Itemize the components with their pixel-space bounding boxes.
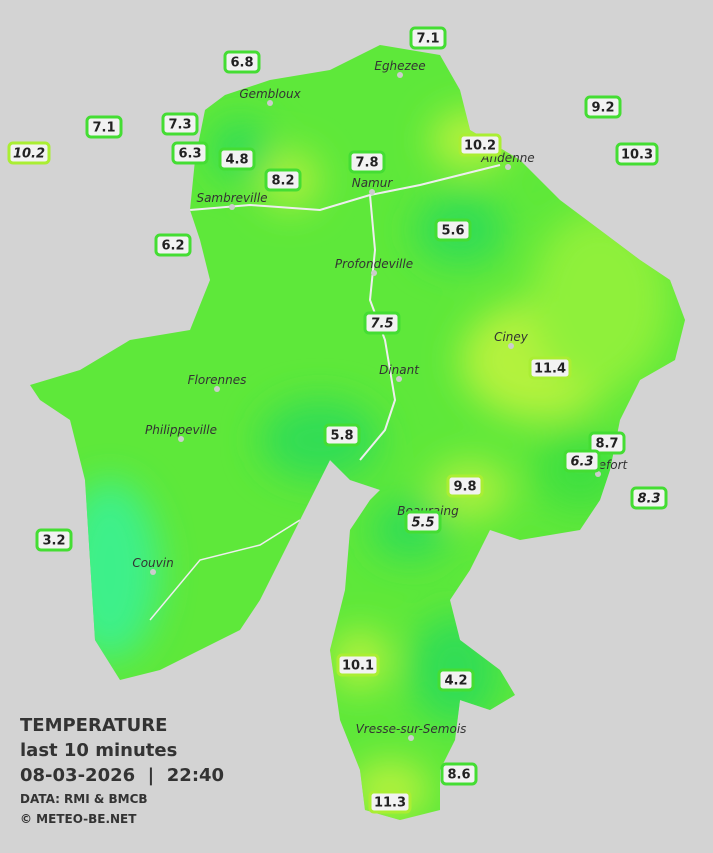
city-name: Profondeville [335, 257, 413, 271]
station-box [85, 115, 123, 139]
station-box [218, 147, 256, 171]
station-value: 3.2 [42, 534, 65, 549]
station-value: 10.3 [621, 148, 653, 163]
station-value: 10.2 [464, 139, 496, 154]
station-box [323, 423, 361, 447]
station-box [171, 141, 209, 165]
river [359, 194, 397, 461]
station-box [446, 474, 484, 498]
city-name: Vresse-sur-Semois [356, 722, 467, 736]
city-dot [150, 569, 156, 575]
station-box [615, 142, 659, 166]
legend-source: DATA: RMI & BMCB [20, 792, 148, 806]
station-box [458, 133, 502, 157]
station-box [336, 653, 380, 677]
station-value: 5.8 [330, 429, 353, 444]
station-value: 7.1 [92, 121, 115, 136]
city-dot [371, 270, 377, 276]
legend: TEMPERATURE last 10 minutes 08-03-2026 |… [20, 715, 224, 826]
station-box [154, 233, 192, 257]
river [149, 519, 301, 621]
station-box [588, 431, 626, 455]
station-box [437, 668, 475, 692]
city-name: Couvin [132, 556, 173, 570]
station-value: 11.4 [534, 362, 566, 377]
city-name: Ciney [494, 330, 529, 344]
legend-credit: © METEO-BE.NET [20, 812, 137, 826]
station-box [35, 528, 73, 552]
station-value: 8.3 [637, 492, 660, 507]
city-dot [397, 72, 403, 78]
legend-subtitle: last 10 minutes [20, 740, 177, 761]
station-value: 9.2 [591, 101, 614, 116]
station-value: 4.2 [444, 674, 467, 689]
station-value: 6.3 [178, 147, 201, 162]
station-value: 8.7 [595, 437, 618, 452]
station-box [264, 168, 302, 192]
station-box [223, 50, 261, 74]
city-dot [408, 735, 414, 741]
station-box [563, 449, 601, 473]
station-box [348, 150, 386, 174]
station-box [409, 26, 447, 50]
station-box [363, 311, 401, 335]
city-dot [369, 189, 375, 195]
station-value: 4.8 [225, 153, 248, 168]
station-value: 6.8 [230, 56, 253, 71]
city-dot [396, 376, 402, 382]
city-dot [267, 100, 273, 106]
station-box [368, 790, 412, 814]
station-box [440, 762, 478, 786]
station-box [528, 356, 572, 380]
city-dot [505, 164, 511, 170]
city-dot [595, 471, 601, 477]
station-box [404, 510, 442, 534]
station-value: 7.1 [416, 32, 439, 47]
station-box [7, 141, 51, 165]
station-value: 10.2 [13, 147, 45, 162]
station-value: 7.5 [370, 317, 393, 332]
city-name: Philippeville [145, 423, 217, 437]
station-value: 5.6 [441, 224, 464, 239]
station-value: 6.2 [161, 239, 184, 254]
station-value: 6.3 [570, 455, 593, 470]
city-name: Gembloux [239, 87, 301, 101]
city-name: Dinant [379, 363, 420, 377]
station-box [584, 95, 622, 119]
station-value: 5.5 [411, 516, 434, 531]
city-dot [214, 386, 220, 392]
station-value: 8.2 [271, 174, 294, 189]
station-value: 10.1 [342, 659, 374, 674]
city-name: Sambreville [196, 191, 267, 205]
station-value: 7.3 [168, 118, 191, 133]
city-dot [229, 204, 235, 210]
station-value: 7.8 [355, 156, 378, 171]
legend-datetime: 08-03-2026 | 22:40 [20, 765, 224, 786]
station-box [434, 218, 472, 242]
station-value: 9.8 [453, 480, 476, 495]
station-value: 8.6 [447, 768, 470, 783]
station-box [161, 112, 199, 136]
city-name: Namur [352, 176, 394, 190]
city-name: Florennes [188, 373, 247, 387]
station-value: 11.3 [374, 796, 406, 811]
city-name: Eghezee [374, 59, 425, 73]
city-dot [508, 343, 514, 349]
stations: 7.1 6.8 9.2 7.1 7.3 10.2 10.2 10.3 6.3 4.8 7.8 8.2 5… [7, 26, 668, 814]
station-box [630, 486, 668, 510]
city-dot [178, 436, 184, 442]
legend-title: TEMPERATURE [20, 715, 167, 736]
